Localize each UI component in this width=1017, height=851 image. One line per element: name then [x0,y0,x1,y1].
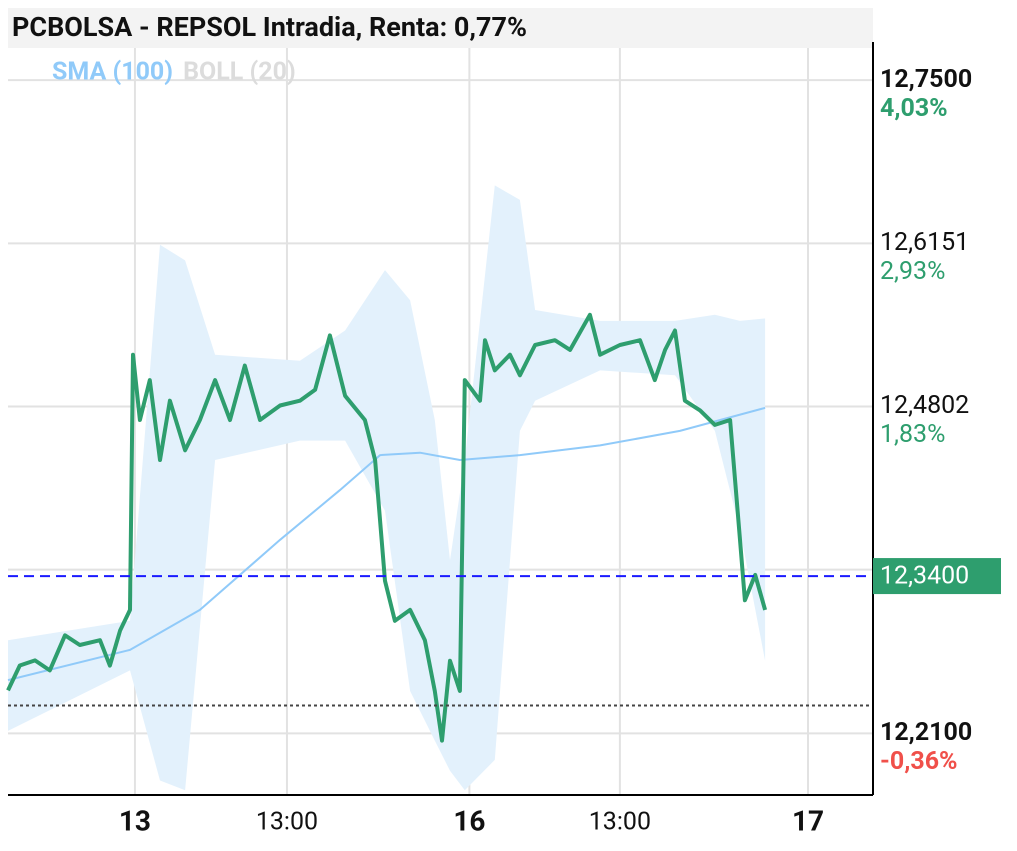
x-tick-label: 13 [119,804,151,837]
y-tick-change: 4,03% [880,94,948,123]
bollinger-band [8,185,766,791]
legend-entry: BOLL (20) [183,58,296,87]
last-price-box [873,558,1001,595]
y-tick-label: 12,6151 [880,228,969,257]
x-tick-label: 16 [453,804,485,837]
y-tick-label: 12,4802 [880,391,969,420]
title-bar [8,8,873,48]
white-band [0,796,1017,851]
x-tick-label: 13:00 [589,808,651,837]
y-tick-change: 1,83% [880,420,945,449]
chart-title: PCBOLSA - REPSOL Intradia, Renta: 0,77% [12,11,527,43]
price-line [6,312,768,743]
last-price-label: 12,3400 [880,562,969,591]
y-tick-label: 12,7500 [880,65,972,94]
legend-entry: SMA (100) [52,58,173,87]
sma-line [7,406,766,682]
y-tick-change: -0,36% [880,747,958,776]
x-tick-label: 17 [792,804,824,837]
y-tick-label: 12,2100 [880,718,972,747]
y-tick-change: 2,93% [880,257,945,286]
x-tick-label: 13:00 [256,808,318,837]
